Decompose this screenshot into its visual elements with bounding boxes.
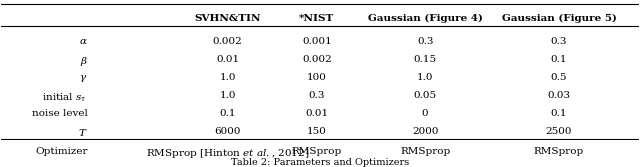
Text: 0.01: 0.01 [305,109,328,118]
Text: 0.002: 0.002 [212,37,243,46]
Text: 100: 100 [307,73,327,82]
Text: 0.3: 0.3 [308,91,325,100]
Text: 1.0: 1.0 [220,91,236,100]
Text: initial $s_\tau$: initial $s_\tau$ [42,91,88,104]
Text: 0.3: 0.3 [550,37,567,46]
Text: $\gamma$: $\gamma$ [79,73,88,84]
Text: SVHN&TIN: SVHN&TIN [195,14,261,23]
Text: 1.0: 1.0 [417,73,433,82]
Text: 150: 150 [307,127,327,136]
Text: 0.002: 0.002 [302,55,332,64]
Text: Gaussian (Figure 4): Gaussian (Figure 4) [368,14,483,23]
Text: *NIST: *NIST [299,14,335,23]
Text: 1.0: 1.0 [220,73,236,82]
Text: RMSprop: RMSprop [400,147,451,156]
Text: 0.1: 0.1 [550,109,567,118]
Text: 0.3: 0.3 [417,37,433,46]
Text: RMSprop: RMSprop [534,147,584,156]
Text: RMSprop: RMSprop [292,147,342,156]
Text: 0.01: 0.01 [216,55,239,64]
Text: 2500: 2500 [546,127,572,136]
Text: $T$: $T$ [78,127,88,138]
Text: $\alpha$: $\alpha$ [79,37,88,46]
Text: 6000: 6000 [214,127,241,136]
Text: 0.1: 0.1 [220,109,236,118]
Text: Optimizer: Optimizer [35,147,88,156]
Text: 0.05: 0.05 [413,91,436,100]
Text: 0.001: 0.001 [302,37,332,46]
Text: 0.5: 0.5 [550,73,567,82]
Text: Gaussian (Figure 5): Gaussian (Figure 5) [502,14,616,23]
Text: noise level: noise level [31,109,88,118]
Text: 2000: 2000 [412,127,438,136]
Text: 0.15: 0.15 [413,55,436,64]
Text: Table 2: Parameters and Optimizers: Table 2: Parameters and Optimizers [231,158,409,167]
Text: 0: 0 [422,109,428,118]
Text: $\beta$: $\beta$ [79,55,88,68]
Text: 0.1: 0.1 [550,55,567,64]
Text: 0.03: 0.03 [547,91,570,100]
Text: RMSprop [Hinton $\it{et~al.}$, 2012]: RMSprop [Hinton $\it{et~al.}$, 2012] [146,147,309,160]
